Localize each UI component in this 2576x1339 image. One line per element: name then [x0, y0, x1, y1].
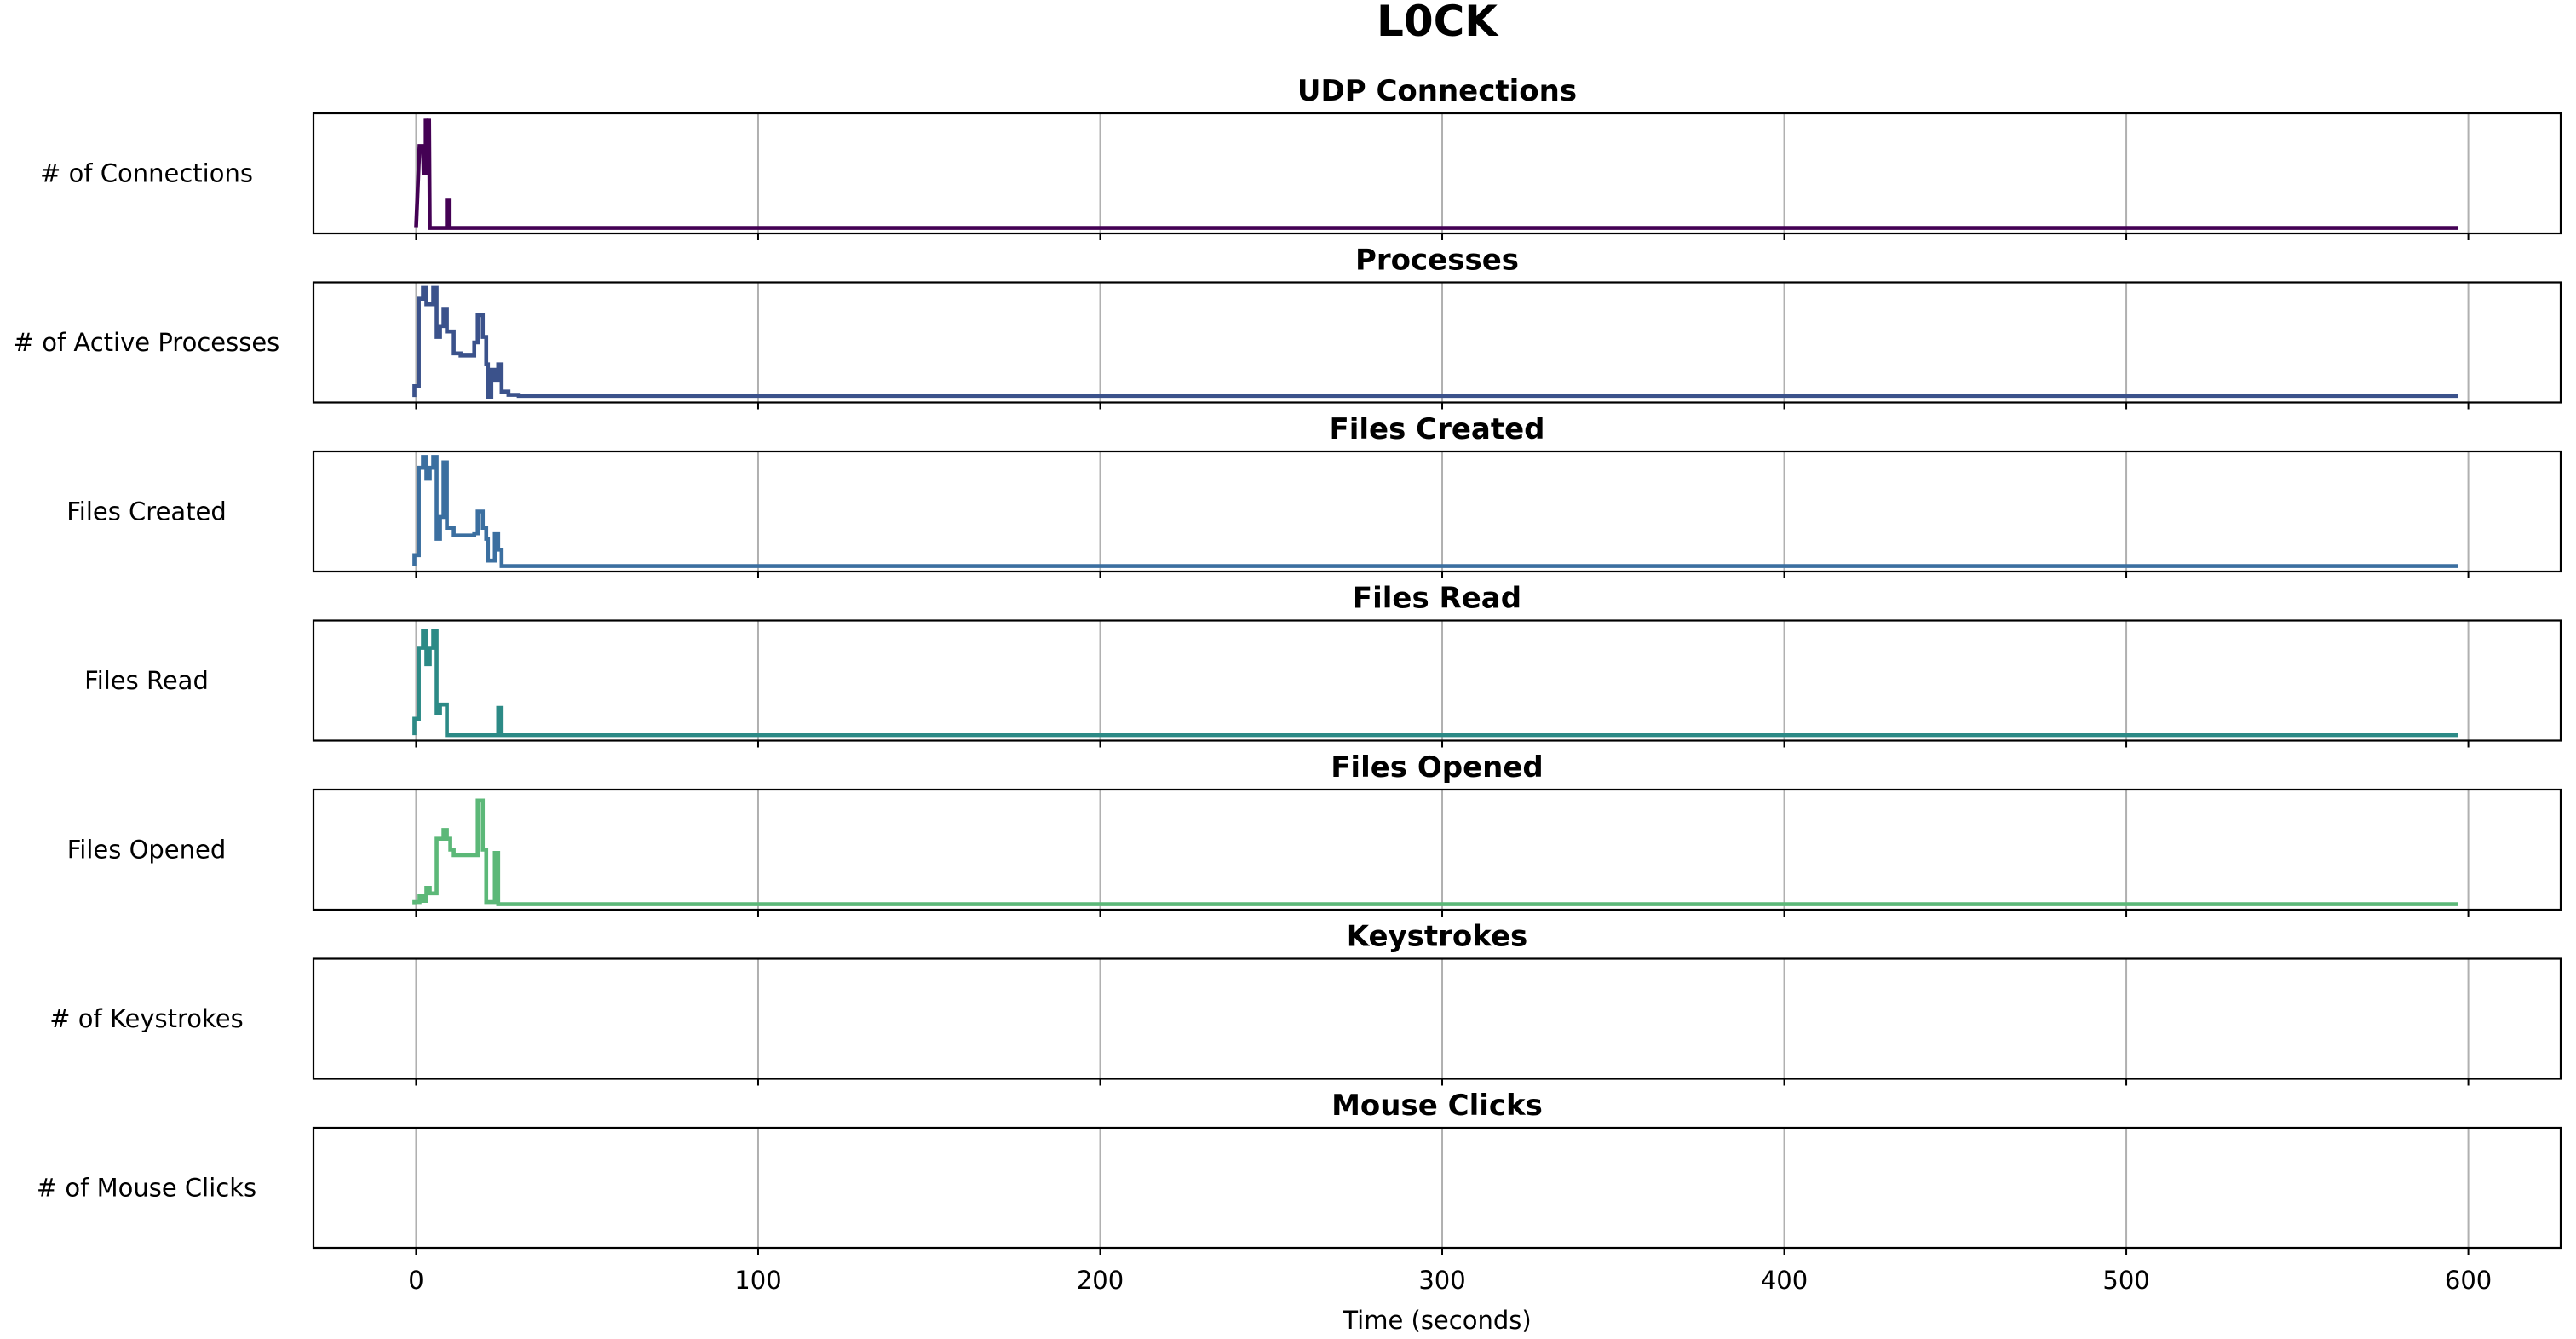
axes-frame: [312, 281, 2562, 404]
y-axis-label: Files Opened: [67, 836, 227, 865]
series-line-processes: [412, 285, 2458, 399]
panel-files-read: Files Read Files Read: [84, 582, 2562, 748]
panel-title: Processes: [1355, 244, 1519, 278]
panel-title: Keystrokes: [1347, 920, 1528, 954]
panel-files-created: Files Created Files Created: [66, 412, 2562, 578]
axes-frame: [312, 957, 2562, 1080]
axes-frame: [312, 112, 2562, 235]
panel-title: Mouse Clicks: [1331, 1089, 1543, 1123]
panel-udp-connections: UDP Connections # of Connections: [40, 74, 2562, 240]
x-tick-label: 100: [734, 1266, 781, 1295]
x-tick-label: 200: [1077, 1266, 1124, 1295]
panel-keystrokes: Keystrokes # of Keystrokes: [49, 920, 2562, 1086]
panel-mouse-clicks: Mouse Clicks # of Mouse Clicks: [37, 1089, 2562, 1255]
panels: UDP Connections # of Connections Processes…: [14, 74, 2562, 1255]
axes-frame: [312, 1126, 2562, 1250]
series-line-udp-connections: [414, 118, 2458, 230]
x-tick-label: 500: [2102, 1266, 2149, 1295]
axes-frame: [312, 788, 2562, 911]
y-axis-label: # of Mouse Clicks: [37, 1174, 256, 1203]
x-axis-label: Time (seconds): [1342, 1306, 1531, 1335]
x-tick-label: 0: [408, 1266, 423, 1295]
figure-title: L0CK: [1377, 0, 1499, 46]
y-axis-label: # of Active Processes: [14, 328, 280, 357]
axes-frame: [312, 619, 2562, 742]
panel-files-opened: Files Opened Files Opened: [67, 750, 2562, 917]
panel-processes: Processes # of Active Processes: [14, 244, 2562, 410]
panel-title: Files Opened: [1331, 750, 1544, 784]
y-axis-label: Files Read: [84, 666, 209, 695]
x-axis: 0 100 200 300 400 500 600: [408, 1266, 2492, 1295]
panel-title: UDP Connections: [1297, 74, 1577, 108]
y-axis-label: Files Created: [66, 497, 227, 526]
x-tick-label: 400: [1761, 1266, 1808, 1295]
series-line-files-opened: [412, 798, 2458, 906]
y-axis-label: # of Keystrokes: [49, 1004, 243, 1033]
x-tick-label: 600: [2445, 1266, 2492, 1295]
series-line-files-read: [412, 629, 2458, 738]
panel-title: Files Read: [1353, 582, 1521, 616]
y-axis-label: # of Connections: [40, 159, 253, 188]
series-line-files-created: [412, 455, 2458, 568]
panel-title: Files Created: [1329, 412, 1544, 446]
axes-frame: [312, 450, 2562, 573]
x-tick-label: 300: [1418, 1266, 1465, 1295]
